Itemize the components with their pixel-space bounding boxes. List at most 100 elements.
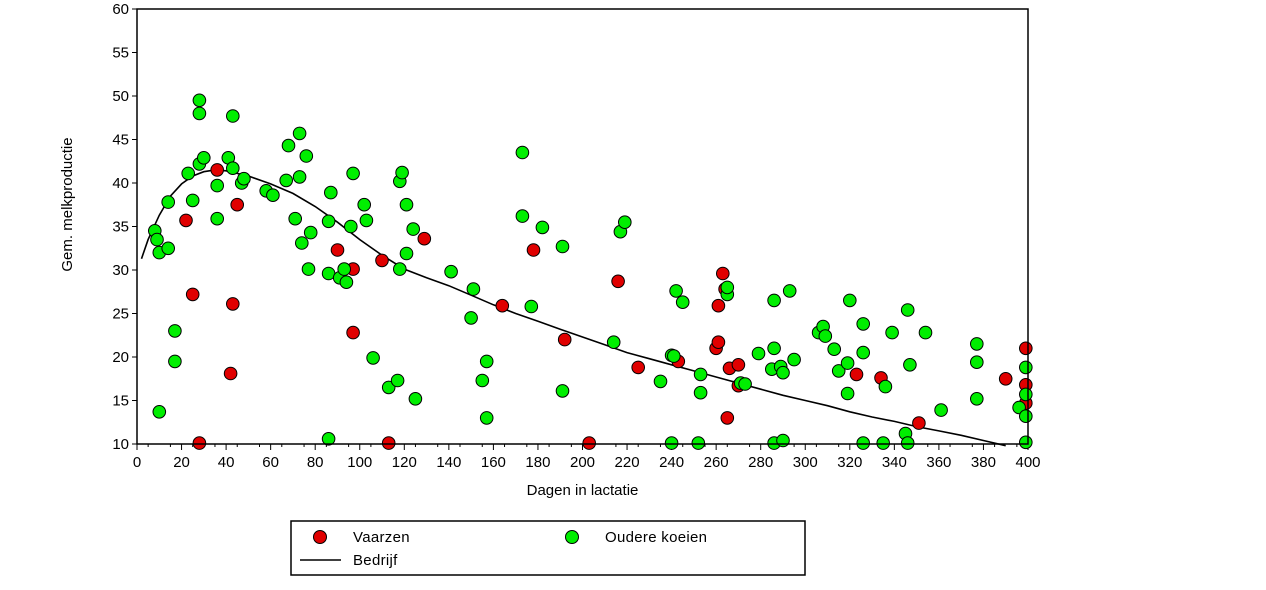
data-point-oudere-koeien [776,365,790,380]
y-tick-label: 50 [112,88,129,105]
y-tick-label: 55 [112,45,129,62]
data-point-oudere-koeien [152,405,167,419]
data-point-oudere-koeien [1019,387,1033,402]
y-tick-label: 15 [112,393,129,410]
data-point-oudere-koeien [555,239,570,254]
data-point-oudere-koeien [395,165,409,180]
data-point-vaarzen [1019,341,1033,356]
data-point-oudere-koeien [390,373,405,388]
data-point-vaarzen [185,287,200,302]
data-point-oudere-koeien [831,364,846,378]
data-point-vaarzen [230,197,244,212]
data-point-oudere-koeien [406,222,421,236]
data-point-oudere-koeien [900,436,915,450]
data-point-oudere-koeien [464,311,478,325]
data-point-oudere-koeien [535,220,550,235]
x-tick-label: 120 [392,454,417,471]
data-point-oudere-koeien [295,236,309,250]
data-point-oudere-koeien [767,341,781,356]
data-point-oudere-koeien [970,355,984,370]
data-point-vaarzen [912,416,926,430]
data-point-oudere-koeien [299,149,314,163]
data-point-oudere-koeien [738,377,752,391]
x-tick-label: 280 [748,454,773,471]
legend-label-vaarzen: Vaarzen [353,529,410,546]
data-point-oudere-koeien [301,262,316,276]
data-point-oudere-koeien [266,188,280,202]
data-point-oudere-koeien [840,386,855,401]
data-point-vaarzen [998,372,1013,386]
x-tick-label: 220 [615,454,640,471]
data-point-oudere-koeien [720,280,735,295]
data-point-oudere-koeien [524,299,539,314]
x-tick-label: 20 [173,454,190,471]
data-point-oudere-koeien [359,213,374,228]
data-point-oudere-koeien [843,293,857,308]
x-tick-label: 300 [793,454,818,471]
data-point-oudere-koeien [321,214,336,229]
point-layer [148,93,1033,450]
data-point-oudere-koeien [344,219,358,234]
data-point-oudere-koeien [292,170,307,184]
legend-box [290,520,806,576]
data-point-vaarzen [223,366,238,381]
data-point-oudere-koeien [479,411,494,425]
data-point-oudere-koeien [918,325,933,340]
data-point-oudere-koeien [885,325,899,340]
data-point-oudere-koeien [226,109,240,123]
data-point-vaarzen [179,213,193,228]
legend-label-bedrijf: Bedrijf [353,552,398,569]
data-point-oudere-koeien [479,354,494,369]
data-point-oudere-koeien [827,342,842,357]
trend-line-bedrijf [140,169,1006,447]
data-point-oudere-koeien [393,262,407,276]
data-point-oudere-koeien [185,193,200,208]
legend-label-oudere: Oudere koeien [605,529,707,546]
x-tick-label: 380 [971,454,996,471]
data-point-oudere-koeien [878,379,893,394]
data-point-vaarzen [526,243,541,257]
x-tick-label: 140 [436,454,461,471]
x-tick-label: 340 [882,454,907,471]
x-tick-label: 80 [307,454,324,471]
data-point-vaarzen [495,298,510,313]
x-tick-label: 360 [926,454,951,471]
data-point-oudere-koeien [782,284,797,298]
data-point-oudere-koeien [444,264,458,279]
x-tick-label: 100 [347,454,372,471]
y-tick-label: 45 [112,132,129,149]
data-point-oudere-koeien [767,293,781,308]
legend: Vaarzen Oudere koeien Bedrijf [290,520,806,576]
data-point-vaarzen [192,436,207,450]
data-point-oudere-koeien [337,262,352,276]
data-point-oudere-koeien [366,351,380,365]
data-point-oudere-koeien [475,373,490,388]
data-point-oudere-koeien [210,211,224,226]
x-tick-label: 200 [570,454,595,471]
y-tick-label: 10 [112,436,129,453]
data-point-oudere-koeien [288,211,303,226]
data-point-oudere-koeien [903,358,917,372]
data-point-oudere-koeien [321,432,336,446]
data-point-oudere-koeien [970,337,984,351]
y-tick-label: 25 [112,306,129,323]
data-point-oudere-koeien [279,173,294,188]
x-tick-label: 160 [481,454,506,471]
data-point-oudere-koeien [192,106,207,121]
x-tick-label: 180 [525,454,550,471]
data-point-vaarzen [226,297,240,311]
data-point-oudere-koeien [840,356,855,370]
data-point-oudere-koeien [856,345,871,360]
data-point-oudere-koeien [669,284,683,298]
data-point-oudere-koeien [192,93,207,108]
data-point-oudere-koeien [226,161,240,175]
data-point-vaarzen [611,274,625,289]
data-point-oudere-koeien [466,282,481,296]
y-tick-label: 40 [112,175,129,192]
data-point-oudere-koeien [150,232,164,247]
data-point-vaarzen [375,253,389,268]
data-point-oudere-koeien [303,225,318,240]
data-point-oudere-koeien [691,436,706,450]
data-point-oudere-koeien [324,185,338,200]
data-point-oudere-koeien [970,392,984,406]
